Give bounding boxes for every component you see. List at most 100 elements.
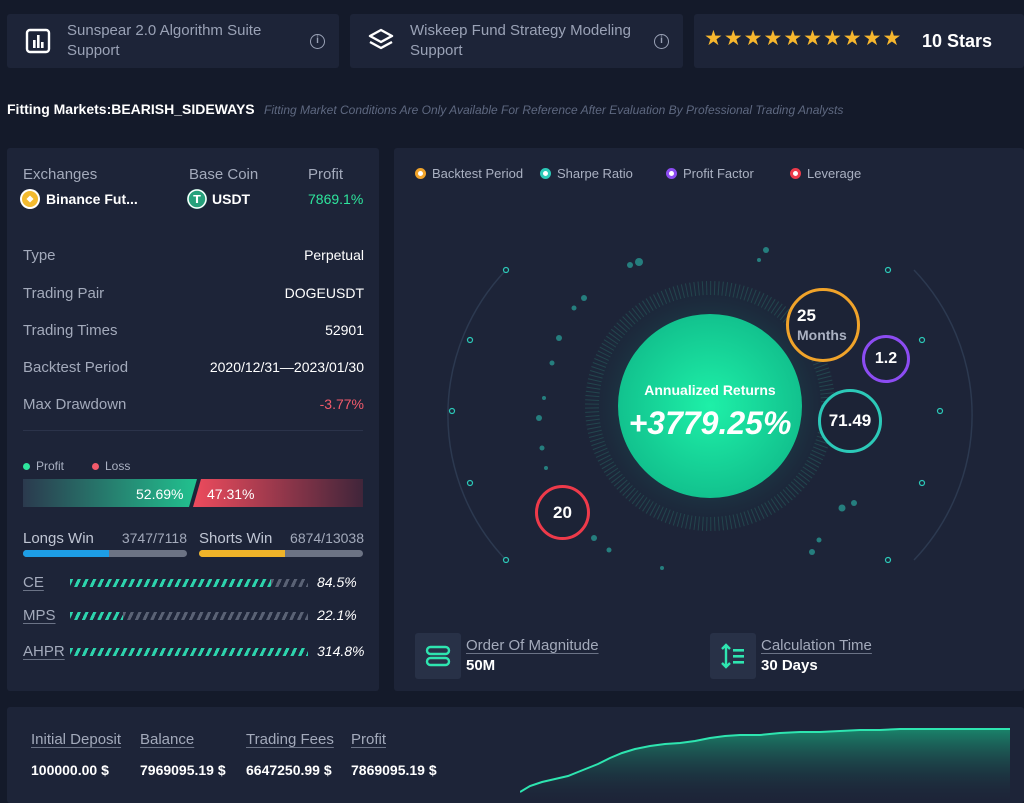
info-icon[interactable]: i: [310, 34, 325, 49]
sharpe-ratio-bubble: 71.49: [818, 389, 882, 453]
profit-percent: 52.69%: [136, 486, 184, 502]
backtest-period-bubble: 25 Months: [786, 288, 860, 362]
profit-label: Profit: [308, 166, 344, 183]
initial-deposit-value: 100000.00 $: [31, 762, 109, 778]
loss-segment: [193, 479, 363, 507]
star-icon: ★: [803, 27, 822, 50]
legend-dot-icon: [540, 168, 551, 179]
annualized-returns-value: +3779.25%: [628, 405, 792, 441]
svg-text:T: T: [193, 193, 201, 206]
legend-label: Sharpe Ratio: [557, 166, 633, 181]
star-icon: ★: [783, 27, 803, 50]
metric-bar-rest: [271, 579, 308, 587]
calculation-time-value: 30 Days: [761, 657, 818, 674]
equity-curve: [520, 728, 1010, 802]
trading-times-value: 52901: [325, 322, 364, 338]
order-magnitude-value: 50M: [466, 657, 496, 674]
strategy-details-panel: [7, 148, 379, 691]
star-icon: ★: [723, 27, 743, 50]
usdt-icon: T: [187, 189, 207, 209]
legend-dot-icon: [415, 168, 426, 179]
profit-total-label: Profit: [351, 731, 387, 748]
longs-win-value: 3747/7118: [121, 530, 187, 546]
star-icon: ★: [763, 27, 783, 50]
metric-value: 314.8%: [317, 643, 365, 659]
profit-loss-bar: [23, 479, 363, 507]
fund-strategy-title: Wiskeep Fund Strategy Modeling Support: [410, 22, 631, 59]
balance-label: Balance: [140, 731, 195, 748]
balance-value: 7969095.19 $: [140, 762, 226, 778]
fund-strategy-card[interactable]: Wiskeep Fund Strategy Modeling Support i: [350, 14, 683, 68]
leverage-bubble: 20: [535, 485, 590, 540]
star-icon: ★: [822, 27, 842, 50]
exchanges-label: Exchanges: [23, 166, 98, 183]
initial-deposit-label: Initial Deposit: [31, 731, 122, 748]
legend-item: Backtest Period: [415, 166, 523, 181]
star-icon: ★: [704, 27, 723, 50]
profit-legend: Profit: [23, 459, 64, 473]
longs-win-bar: [23, 550, 187, 557]
longs-win-label: Longs Win: [23, 530, 94, 547]
calculation-time-icon: [710, 633, 756, 679]
layers-icon: [364, 24, 398, 58]
backtest-period-value: 2020/12/31—2023/01/30: [209, 359, 364, 375]
star-icon: ★: [862, 27, 882, 50]
returns-visual: [447, 247, 973, 570]
loss-legend: Loss: [92, 459, 130, 473]
metric-bar: [70, 579, 271, 587]
divider: [23, 430, 363, 431]
profit-segment: [23, 479, 197, 507]
metric-label: AHPR: [23, 643, 65, 660]
type-value: Perpetual: [304, 247, 364, 263]
metric-bar-rest: [123, 612, 308, 620]
metric-value: 84.5%: [317, 574, 357, 590]
profit-factor-bubble: 1.2: [862, 335, 910, 383]
trading-pair-label: Trading Pair: [23, 285, 105, 302]
outer-arc-right: [913, 269, 973, 561]
max-drawdown-value: -3.77%: [319, 396, 364, 412]
type-label: Type: [23, 247, 56, 264]
metric-label: MPS: [23, 607, 56, 624]
trading-fees-label: Trading Fees: [246, 731, 334, 748]
trading-fees-value: 6647250.99 $: [246, 762, 332, 778]
legend-dot-icon: [666, 168, 677, 179]
binance-icon: [20, 189, 40, 209]
base-coin-label: Base Coin: [189, 166, 259, 183]
legend-item: Leverage: [790, 166, 861, 181]
annualized-returns-label: Annualized Returns: [644, 382, 776, 398]
trading-pair-value: DOGEUSDT: [284, 285, 364, 301]
order-magnitude-label: Order Of Magnitude: [466, 637, 599, 654]
base-coin-value: USDT: [212, 191, 251, 207]
legend-item: Sharpe Ratio: [540, 166, 633, 181]
star-icon: ★: [743, 27, 763, 50]
metric-bar: [70, 648, 308, 656]
algorithm-suite-title: Sunspear 2.0 Algorithm Suite Support: [67, 22, 262, 59]
exchange-name: Binance Fut...: [46, 191, 138, 207]
max-drawdown-label: Max Drawdown: [23, 396, 127, 413]
metric-label: CE: [23, 574, 44, 591]
legend-dot-icon: [790, 168, 801, 179]
shorts-win-label: Shorts Win: [199, 530, 273, 547]
profit-value: 7869.1%: [308, 191, 364, 207]
metric-value: 22.1%: [317, 607, 357, 623]
star-icon: ★: [842, 27, 862, 50]
rating-label: 10 Stars: [922, 31, 993, 51]
legend-label: Backtest Period: [432, 166, 524, 181]
algorithm-suite-card[interactable]: Sunspear 2.0 Algorithm Suite Support i: [7, 14, 339, 68]
profit-total-value: 7869095.19 $: [351, 762, 437, 778]
calculation-time-label: Calculation Time: [761, 637, 872, 654]
shorts-win-bar: [199, 550, 363, 557]
info-icon[interactable]: i: [654, 34, 669, 49]
metric-bar: [70, 612, 123, 620]
fitting-markets: Fitting Markets:BEARISH_SIDEWAYS: [7, 101, 255, 117]
star-rating: ★ ★ ★ ★ ★ ★ ★ ★ ★ ★: [704, 28, 901, 49]
loss-percent: 47.31%: [207, 486, 255, 502]
fitting-note: Fitting Market Conditions Are Only Avail…: [264, 103, 844, 117]
order-magnitude-icon: [415, 633, 461, 679]
rating-card: [694, 14, 1024, 68]
shorts-win-value: 6874/13038: [290, 530, 364, 546]
legend-label: Leverage: [807, 166, 862, 181]
legend-label: Profit Factor: [683, 166, 754, 181]
backtest-period-label: Backtest Period: [23, 359, 129, 376]
star-icon: ★: [882, 27, 902, 50]
